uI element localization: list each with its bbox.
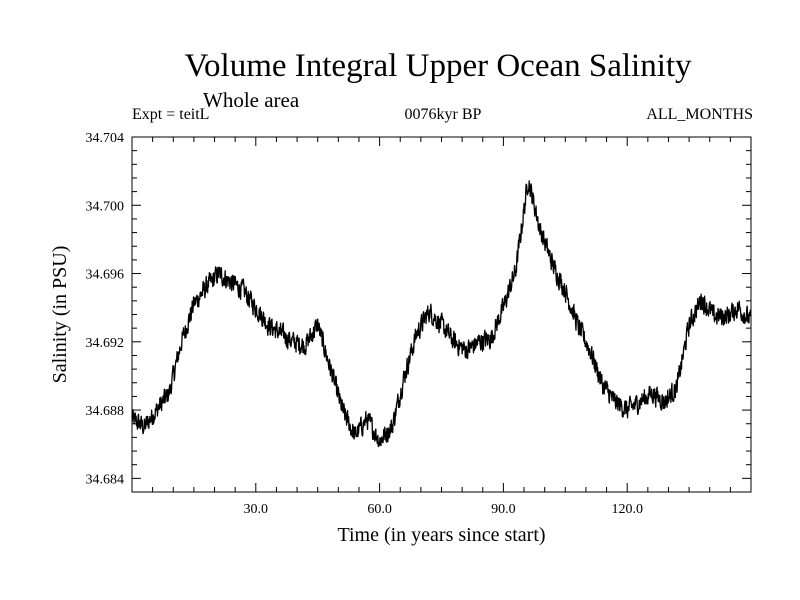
x-axis-title: Time (in years since start) (337, 524, 545, 546)
chart-subtitle: Whole area (203, 88, 300, 112)
x-tick-label: 90.0 (491, 502, 516, 517)
months-label: ALL_MONTHS (646, 106, 753, 123)
experiment-label: Expt = teitL (132, 106, 210, 123)
y-tick-label: 34.700 (86, 199, 125, 214)
y-axis-title: Salinity (in PSU) (49, 246, 71, 384)
salinity-series-line (131, 180, 752, 448)
tick-labels-layer: 30.0 60.0 90.0 120.0 34.684 34.688 34.692 34.69… (86, 131, 643, 517)
ticks-layer (132, 136, 751, 492)
plot-frame (131, 136, 752, 493)
chart-title: Volume Integral Upper Ocean Salinity (184, 48, 692, 84)
period-label: 0076kyr BP (404, 106, 482, 123)
y-tick-label: 34.696 (86, 268, 125, 283)
y-tick-label: 34.704 (86, 131, 125, 146)
x-tick-label: 120.0 (611, 502, 643, 517)
x-tick-label: 60.0 (367, 502, 392, 517)
x-tick-label: 30.0 (244, 502, 269, 517)
y-tick-label: 34.692 (86, 336, 125, 351)
y-tick-label: 34.684 (86, 472, 125, 487)
y-tick-label: 34.688 (86, 404, 125, 419)
